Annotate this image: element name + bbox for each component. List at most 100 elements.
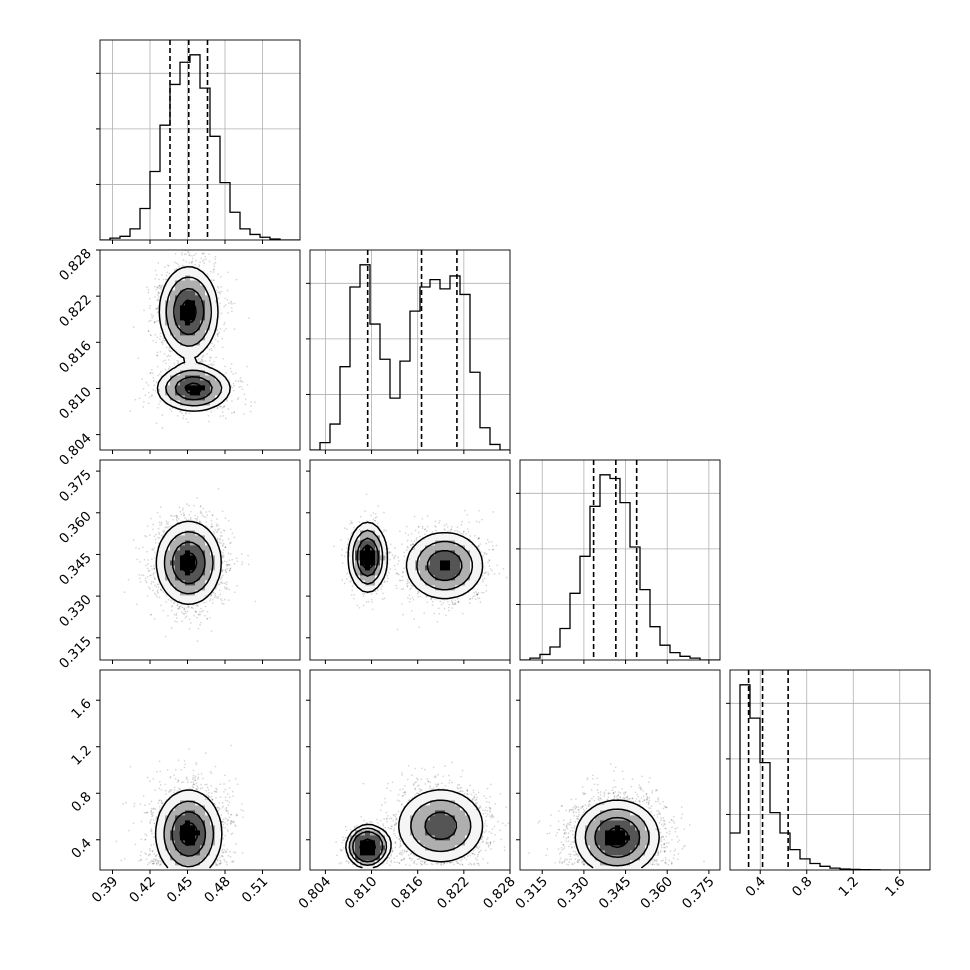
scatter-point [182,228,184,230]
scatter-point [157,592,159,594]
scatter-point [138,577,141,580]
scatter-point [239,379,242,382]
scatter-point [227,519,230,522]
density-cell [190,340,196,346]
density-cell [175,290,181,296]
scatter-point [174,620,176,623]
scatter-point [144,535,146,537]
scatter-point [225,586,228,589]
scatter-point [151,372,154,375]
scatter-point [209,359,211,362]
scatter-point [209,356,211,358]
density-cell [170,400,176,406]
scatter-point [157,374,159,377]
scatter-point [148,297,151,300]
scatter-point [149,614,152,616]
density-cell [160,390,166,396]
density-cell [205,330,211,336]
scatter-point [152,528,154,531]
scatter-point [234,372,237,375]
scatter-point [229,367,232,370]
scatter-point [232,382,235,385]
scatter-point [225,563,228,566]
scatter-point [189,516,192,519]
scatter-point [203,354,205,357]
scatter-point [217,335,219,337]
scatter-point [177,362,179,365]
scatter-point [139,581,142,583]
scatter-point [165,525,168,528]
scatter-point [157,406,159,409]
scatter-point [185,260,188,263]
scatter-point [178,265,180,268]
scatter-point [198,614,200,616]
scatter-point [223,582,226,585]
scatter-point [123,591,126,593]
density-cell [180,345,186,351]
scatter-point [155,273,158,276]
density-cell [175,345,181,351]
scatter-point [192,247,194,249]
density-cell [195,285,201,291]
scatter-point [204,360,207,362]
scatter-point [187,250,189,253]
density-cell [160,305,166,311]
scatter-point [233,591,236,594]
density-cell [190,395,196,401]
scatter-point [222,554,225,557]
scatter-point [231,400,233,402]
scatter-point [152,388,154,391]
scatter-point [163,529,166,532]
density-cell [195,275,201,281]
density-cell [160,300,166,306]
scatter-point [224,569,227,571]
scatter-point [200,359,203,361]
density-cell [185,370,191,376]
scatter-point [217,528,220,531]
scatter-point [214,255,217,258]
scatter-point [208,253,211,255]
density-cell [175,300,181,306]
scatter-point [228,559,231,562]
scatter-point [151,316,153,319]
scatter-point [153,567,156,570]
panel-frame [99,39,301,241]
density-cell [160,310,166,316]
scatter-point [230,363,233,365]
density-cell [200,340,206,346]
scatter-point [156,286,159,289]
scatter-point [156,286,159,289]
scatter-point [158,390,161,393]
scatter-point [225,372,227,374]
density-cell [170,390,176,396]
scatter-point [153,578,156,580]
density-cell [185,380,191,386]
scatter-point [233,328,236,330]
scatter-point [196,640,199,642]
scatter-point [219,598,222,600]
scatter-point [201,359,204,361]
density-cell [210,315,216,321]
scatter-point [196,516,199,518]
scatter-point [157,291,160,294]
density-cell [190,405,196,411]
density-cell [205,285,211,291]
scatter-point [231,532,234,535]
density-cell [210,320,216,326]
scatter-point [228,563,231,566]
scatter-point [161,341,164,344]
scatter-point [156,299,159,302]
density-cell [195,395,201,401]
density-cell [165,395,171,401]
scatter-point [185,412,187,415]
density-cell [175,365,181,371]
scatter-point [181,264,184,267]
scatter-point [213,530,215,533]
scatter-point [147,559,150,561]
density-cell [220,390,226,396]
scatter-point [172,519,174,521]
scatter-point [191,257,194,260]
density-cell [175,305,181,311]
scatter-point [161,427,164,429]
scatter-point [212,591,215,594]
